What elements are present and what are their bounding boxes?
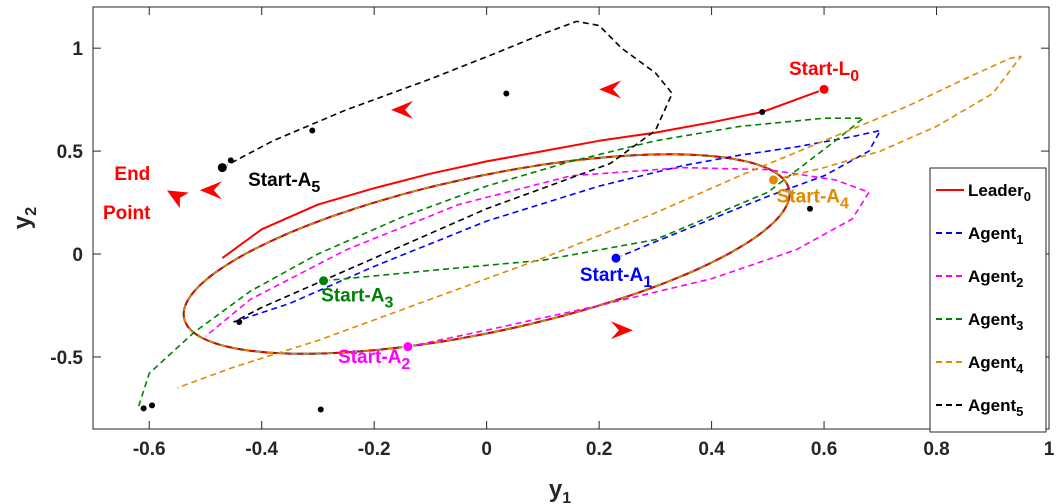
x-tick-label: 0.6 [811,439,837,460]
x-tick-label: -0.6 [133,439,166,460]
annotation-label: Start-A2 [338,347,410,373]
cycle-point [149,402,156,409]
annotation-label: Start-A4 [777,187,849,213]
annotation-label: End [114,164,150,185]
x-tick-label: 0.8 [923,439,949,460]
annotation-label: Start-A3 [321,285,393,311]
cycle-point [759,108,766,115]
axis-ticks: -0.6 -0.4 -0.2 0 0.2 0.4 0.6 0.8 1 -0.5 0 0.5 1 [50,7,1055,460]
plot-area [92,6,1050,430]
limit-cycle [182,153,791,355]
start-marker [216,162,228,174]
y-tick-label: 0 [72,245,83,266]
legend-label: Agent5 [968,396,1023,419]
legend-label: Leader0 [968,181,1031,204]
x-tick-label: 0 [481,439,492,460]
annotation-label: Start-A1 [580,265,652,291]
cycle-arrow [599,80,622,99]
cycle-point [317,406,324,413]
cycle-point [503,90,510,97]
trajectories [137,20,1022,409]
cycle-point [140,405,147,412]
series-line-agent4 [177,55,1022,389]
series-line-agent5 [221,20,674,323]
limit-cycle-overlay [182,153,791,355]
annotation-label: Start-L0 [789,59,859,85]
end-arrow [199,181,222,200]
start-marker [767,174,779,186]
annotation-label: Start-A5 [248,170,320,196]
x-tick-label: 0.2 [586,439,612,460]
end-point-marker [166,190,189,209]
markers [140,80,830,413]
y-tick-label: 0.5 [57,142,84,163]
series-line-agent1 [233,129,882,323]
annotations: Start-L0 Start-A1 Start-A2 Start-A3 Start-A4… [103,59,859,373]
start-marker [818,83,830,95]
cycle-point [807,205,813,212]
legend-box [929,167,1047,433]
legend: Leader0 Agent1 Agent2 Agent3 Agent4 Agent5 [929,167,1047,433]
y-tick-label: 1 [72,39,83,60]
x-tick-label: -0.4 [245,439,278,460]
series-line-agent3 [137,117,865,409]
cycle-point [227,157,234,164]
cycle-point [236,318,243,325]
series-line-agent2 [204,166,870,348]
x-tick-label: -0.2 [358,439,391,460]
legend-label: Agent3 [968,310,1023,333]
cycle-arrow [391,100,414,119]
annotation-label: Point [103,203,151,224]
start-marker [318,275,330,287]
x-tick-label: 0.4 [698,439,725,460]
x-tick-label: 1 [1044,439,1055,460]
series-line-leader [221,88,825,259]
legend-label: Agent4 [968,353,1024,376]
x-axis-label: y1 [549,476,571,504]
legend-label: Agent2 [968,267,1023,290]
y-axis-label: y2 [9,207,40,229]
start-marker [402,341,414,353]
start-marker [610,252,622,264]
y-tick-label: -0.5 [50,348,83,369]
cycle-point [309,127,316,134]
legend-label: Agent1 [968,224,1023,247]
cycle-arrow [610,321,633,340]
